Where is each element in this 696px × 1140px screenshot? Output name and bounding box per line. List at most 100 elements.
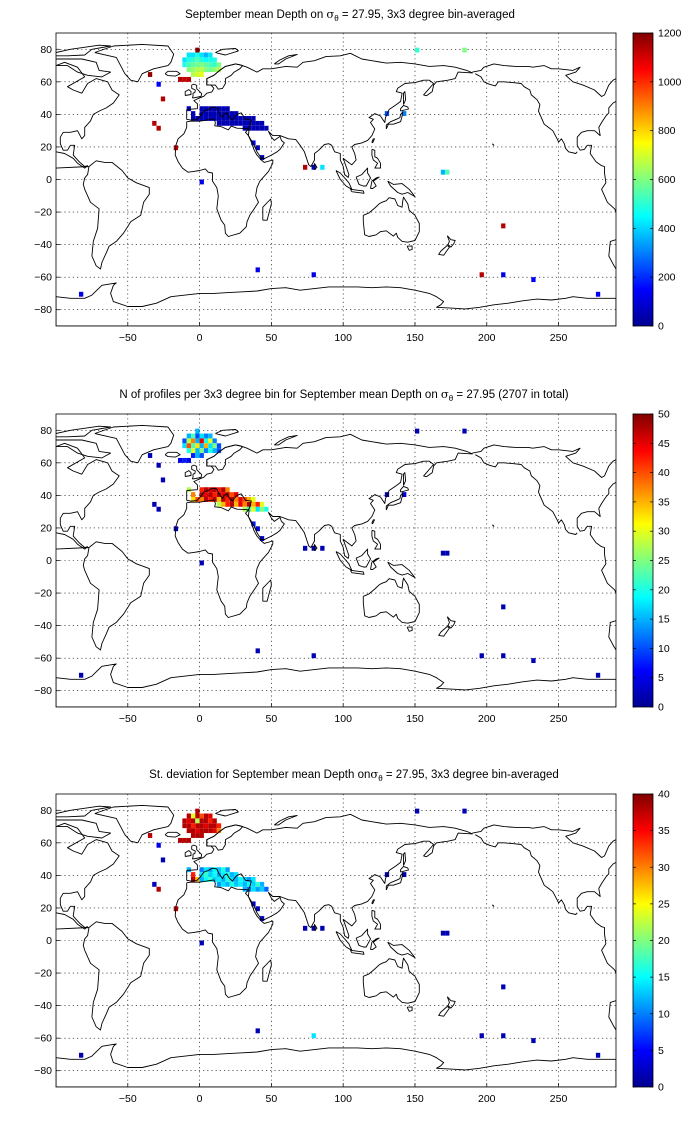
coastline	[56, 61, 120, 169]
y-tick-label: −60	[34, 1033, 52, 1045]
data-cell	[440, 930, 446, 936]
data-cell	[203, 492, 209, 498]
colorbar-ticks: 0 5 10 15 20 25 30 35 40 45 50	[633, 409, 670, 714]
coastline	[438, 1006, 450, 1017]
data-cell	[199, 453, 204, 458]
data-cell	[212, 492, 217, 498]
data-cell	[195, 808, 200, 814]
coastline	[56, 805, 112, 818]
data-cell	[212, 62, 217, 68]
data-cell	[229, 120, 235, 126]
coastline	[56, 160, 150, 270]
data-cell	[160, 857, 166, 863]
data-cell	[186, 52, 191, 58]
coastline	[387, 561, 416, 579]
data-cell	[302, 545, 308, 551]
data-cell	[234, 877, 239, 882]
coastline	[274, 54, 298, 65]
coastline	[274, 815, 298, 826]
data-cell	[203, 872, 209, 878]
colorbar-tick-label: 0	[658, 321, 664, 333]
data-cell	[255, 506, 260, 512]
data-cell	[212, 867, 217, 873]
coastline	[446, 235, 456, 248]
data-cell	[225, 881, 230, 887]
data-cell	[229, 501, 235, 507]
data-cell	[501, 223, 506, 229]
coastline	[350, 569, 365, 575]
data-cell	[178, 457, 183, 463]
coastline	[184, 850, 192, 857]
coastline	[94, 424, 175, 464]
x-tick-label: 0	[197, 332, 203, 344]
coastline	[371, 529, 381, 550]
data-cell	[221, 872, 226, 878]
data-cell	[199, 438, 204, 444]
y-tick-label: 20	[40, 902, 52, 914]
data-cell	[501, 1033, 506, 1039]
data-cell	[208, 877, 213, 882]
data-cell	[190, 111, 196, 117]
data-cell	[186, 457, 191, 463]
data-cell	[203, 448, 209, 454]
data-cell	[186, 57, 191, 63]
coastline	[184, 470, 192, 477]
data-cell	[212, 438, 217, 444]
data-cell	[221, 106, 226, 112]
data-cell	[190, 443, 196, 449]
data-cell	[182, 443, 187, 449]
data-cell	[212, 443, 217, 449]
coastline	[362, 957, 420, 1004]
data-cell	[440, 169, 446, 175]
coastline	[387, 180, 416, 198]
coastline	[174, 499, 274, 618]
data-cell	[195, 72, 200, 77]
data-cell	[182, 837, 187, 843]
coastline	[56, 425, 112, 438]
data-cell	[208, 497, 213, 502]
data-cell	[186, 438, 191, 444]
coastline	[313, 163, 318, 171]
data-cell	[212, 116, 217, 121]
data-cell	[186, 67, 191, 73]
data-cell	[78, 291, 84, 297]
coastline	[475, 73, 578, 154]
data-cell	[259, 506, 265, 512]
data-cell	[199, 877, 204, 882]
y-tick-label: −40	[34, 1000, 52, 1012]
data-cell	[216, 881, 222, 887]
data-cell	[311, 653, 316, 659]
data-cell	[195, 813, 200, 819]
data-cell	[221, 497, 226, 502]
colorbar-tick-label: 200	[658, 272, 676, 284]
colorbar-tick-label: 1000	[658, 76, 682, 88]
data-cell	[501, 984, 506, 990]
data-cell	[255, 267, 260, 273]
data-cell	[182, 457, 187, 463]
x-tick-label: 50	[266, 1093, 278, 1105]
coastline	[262, 959, 272, 982]
data-cell	[251, 125, 256, 131]
data-cell	[186, 813, 191, 819]
coastline	[215, 48, 239, 56]
data-cell	[208, 872, 213, 878]
colorbar-tick-label: 15	[658, 972, 670, 984]
data-cell	[195, 438, 200, 444]
coastline	[164, 70, 181, 77]
colorbar-tick-label: 25	[658, 555, 670, 567]
data-cell	[234, 492, 239, 498]
coastline	[400, 485, 409, 493]
data-cell	[414, 47, 420, 53]
y-tick-label: −80	[34, 685, 52, 697]
coastline	[215, 809, 239, 817]
data-cell	[190, 57, 196, 63]
data-cell	[208, 813, 213, 819]
coastline	[191, 83, 203, 99]
data-cell	[203, 67, 209, 73]
data-cell	[479, 1033, 484, 1039]
data-cell	[225, 120, 230, 126]
y-tick-labels: −80 −60 −40 −20 0 20 40 60 80	[34, 425, 60, 697]
data-cell	[251, 506, 256, 512]
data-cell	[234, 501, 239, 507]
data-cell	[203, 487, 209, 493]
